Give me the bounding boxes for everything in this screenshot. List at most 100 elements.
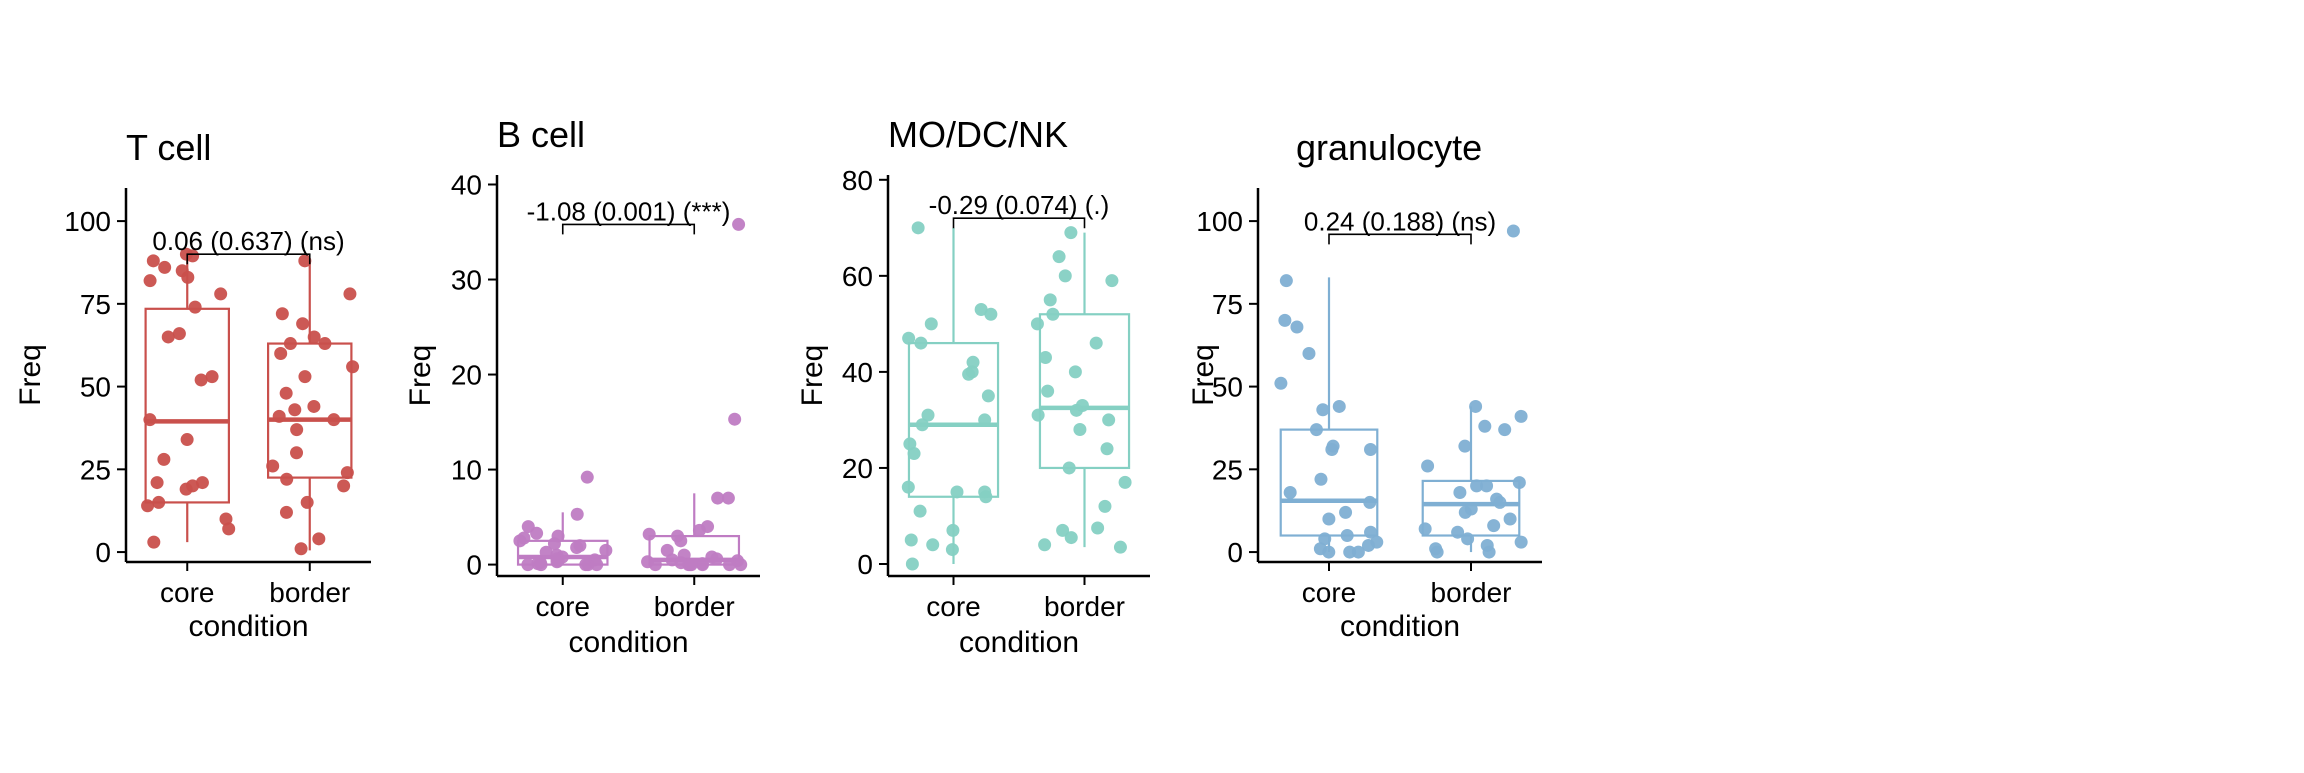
data-point [266, 459, 280, 473]
data-point [599, 543, 613, 557]
data-point [962, 367, 976, 381]
data-point [340, 466, 354, 480]
panel-3: MO/DC/NK -0.29 (0.074) (.) 0 20 40 60 80 core bo… [796, 114, 1150, 659]
data-point [1316, 403, 1330, 417]
data-point [1325, 442, 1339, 456]
x-tick-label: core [926, 591, 980, 622]
data-point [1364, 525, 1378, 539]
data-point [186, 249, 200, 263]
data-point [307, 399, 321, 413]
panel-1: T cell 0.06 (0.637) (ns) 0 25 50 75 100 core bor… [14, 127, 371, 643]
data-point [1418, 522, 1432, 536]
data-point [570, 540, 584, 554]
data-point [547, 537, 561, 551]
data-point [1046, 307, 1060, 321]
data-point [1493, 495, 1507, 509]
data-point [219, 512, 233, 526]
y-tick-label: 100 [1196, 206, 1243, 237]
data-point [1302, 346, 1316, 360]
data-point [1512, 476, 1526, 490]
data-point [981, 389, 995, 403]
x-tick-label: border [1431, 577, 1512, 608]
data-point [275, 307, 289, 321]
data-point [966, 355, 980, 369]
y-tick-label: 50 [80, 372, 111, 403]
y-tick-label: 30 [451, 265, 482, 296]
data-point [1309, 423, 1323, 437]
data-point [298, 370, 312, 384]
data-point [1487, 519, 1501, 533]
data-point [1062, 461, 1076, 475]
data-point [974, 302, 988, 316]
y-tick-label: 0 [857, 549, 873, 580]
y-tick-label: 75 [1212, 289, 1243, 320]
data-point [648, 558, 662, 572]
data-point [1363, 495, 1377, 509]
data-point [1430, 545, 1444, 559]
significance-annotation: -0.29 (0.074) (.) [929, 190, 1110, 220]
data-point [590, 558, 604, 572]
data-point [1361, 538, 1375, 552]
x-axis-title: condition [568, 626, 688, 659]
data-point [1469, 399, 1483, 413]
data-point [294, 542, 308, 556]
y-axis-title: Freq [796, 345, 829, 407]
data-point [337, 479, 351, 493]
box-core [1279, 277, 1379, 553]
data-point [141, 499, 155, 513]
data-point [728, 412, 742, 426]
data-point [946, 523, 960, 537]
data-point [550, 555, 564, 569]
data-point [1038, 350, 1052, 364]
y-tick-label: 10 [451, 455, 482, 486]
data-point [1279, 274, 1293, 288]
y-axis-title: Freq [1187, 344, 1220, 406]
x-tick-label: border [654, 591, 735, 622]
data-point [904, 533, 918, 547]
data-point [1514, 535, 1528, 549]
significance-annotation: 0.06 (0.637) (ns) [152, 226, 344, 256]
data-point [288, 403, 302, 417]
x-tick-label: core [1302, 577, 1356, 608]
data-point [1451, 525, 1465, 539]
data-point [1041, 384, 1055, 398]
data-point [984, 307, 998, 321]
y-tick-label: 40 [451, 170, 482, 201]
data-point [318, 337, 332, 351]
data-point [1364, 442, 1378, 456]
data-point [902, 331, 916, 345]
data-point [692, 523, 706, 537]
y-tick-label: 0 [1227, 537, 1243, 568]
data-point [978, 413, 992, 427]
data-point [1091, 521, 1105, 535]
data-point [1038, 538, 1052, 552]
data-point [580, 470, 594, 484]
data-point [696, 558, 710, 572]
data-point [911, 221, 925, 235]
significance-bracket [561, 223, 696, 235]
y-tick-label: 25 [1212, 454, 1243, 485]
data-point [926, 538, 940, 552]
y-tick-label: 100 [64, 206, 111, 237]
significance-bracket [952, 217, 1086, 229]
data-point [1458, 439, 1472, 453]
x-axis-title: condition [188, 610, 308, 643]
data-point [1314, 472, 1328, 486]
data-point [1274, 376, 1288, 390]
data-point [279, 505, 293, 519]
x-tick-label: border [269, 577, 350, 608]
data-point [905, 557, 919, 571]
data-point [205, 370, 219, 384]
box-iqr [1038, 313, 1131, 470]
data-point [172, 327, 186, 341]
data-point [721, 491, 735, 505]
data-point [1043, 293, 1057, 307]
data-point [570, 507, 584, 521]
data-point [1098, 499, 1112, 513]
data-point [914, 336, 928, 350]
data-point [1506, 224, 1520, 238]
data-point [684, 558, 698, 572]
data-point [147, 535, 161, 549]
